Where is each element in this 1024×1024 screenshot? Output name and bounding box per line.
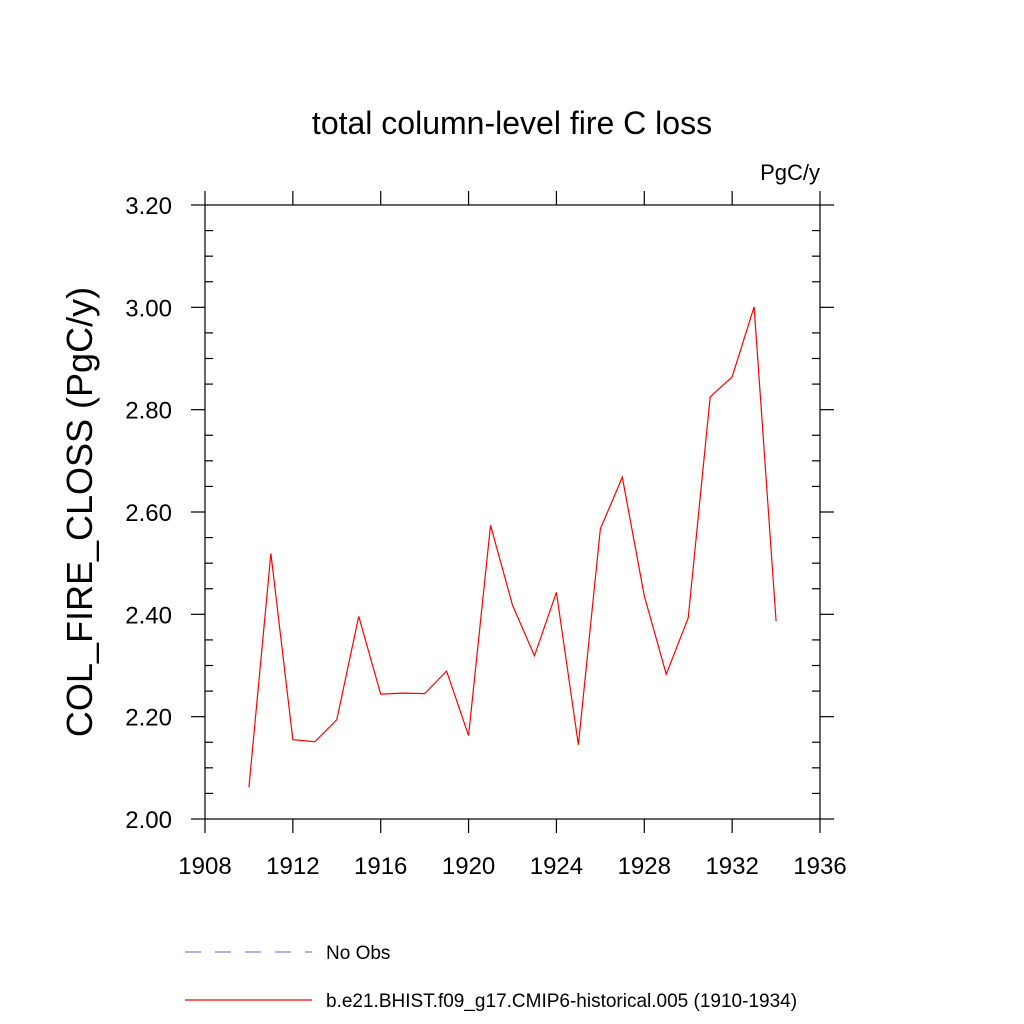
series-line bbox=[248, 306, 777, 788]
legend: No Obs b.e21.BHIST.f09_g17.CMIP6-historic… bbox=[185, 943, 797, 1012]
y-tick-label: 2.60 bbox=[125, 500, 172, 527]
x-tick-label: 1908 bbox=[178, 853, 231, 880]
x-tick-label: 1924 bbox=[530, 853, 583, 880]
y-tick-label: 2.40 bbox=[125, 602, 172, 629]
x-tick-label: 1936 bbox=[793, 853, 846, 880]
chart-title: total column-level fire C loss bbox=[312, 105, 712, 141]
y-tick-label: 2.20 bbox=[125, 705, 172, 732]
ticks-layer: 1908 1912 1916 1920 1924 1928 1932 1936 2.00 2.20… bbox=[125, 191, 847, 880]
y-tick-label: 2.80 bbox=[125, 398, 172, 425]
x-tick-label: 1928 bbox=[618, 853, 671, 880]
x-tick-label: 1916 bbox=[354, 853, 407, 880]
legend-label: b.e21.BHIST.f09_g17.CMIP6-historical.005… bbox=[326, 991, 797, 1012]
x-tick-label: 1920 bbox=[442, 853, 495, 880]
y-tick-label: 3.00 bbox=[125, 295, 172, 322]
y-axis-title: COL_FIRE_CLOSS (PgC/y) bbox=[59, 287, 100, 737]
units-label: PgC/y bbox=[760, 160, 820, 185]
legend-label: No Obs bbox=[326, 943, 390, 964]
y-tick-label: 2.00 bbox=[125, 807, 172, 834]
x-tick-label: 1912 bbox=[266, 853, 319, 880]
plot-frame bbox=[204, 204, 821, 820]
x-tick-label: 1932 bbox=[705, 853, 758, 880]
y-tick-label: 3.20 bbox=[125, 193, 172, 220]
series-layer bbox=[248, 306, 777, 788]
